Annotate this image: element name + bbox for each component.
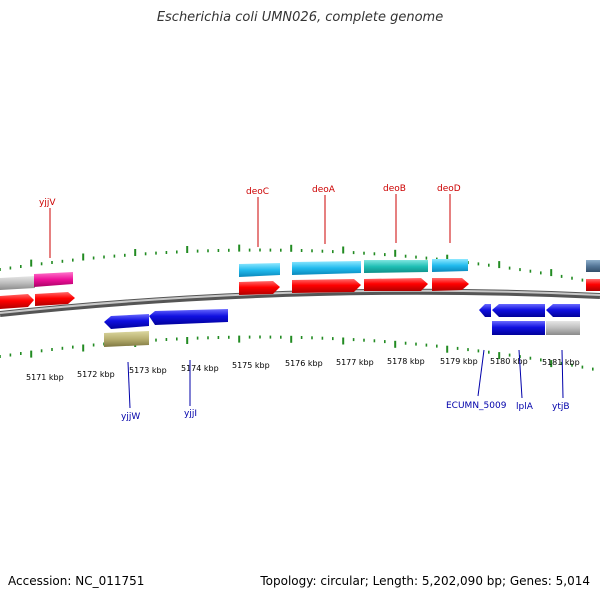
gene-label-deoC: deoC — [246, 187, 269, 197]
scale-label: 5174 kbp — [181, 364, 219, 373]
map-title: Escherichia coli UMN026, complete genome — [156, 10, 444, 25]
gene-label-deoA: deoA — [312, 185, 336, 195]
gene-label-lplA: lplA — [516, 402, 534, 412]
bottom-gene-labels: yjjW yjjI ECUMN_5009 lplA ytjB — [121, 349, 570, 422]
leader-line-lplA — [518, 349, 523, 399]
scale-label: 5175 kbp — [232, 361, 270, 370]
leader-line-ytjB — [561, 349, 564, 399]
scale-label: 5181 kbp — [542, 358, 580, 367]
scale-label: 5178 kbp — [387, 357, 425, 366]
gene-label-yjjI: yjjI — [184, 409, 197, 419]
scale-label: 5176 kbp — [285, 359, 323, 368]
cds-yjjW — [104, 314, 149, 329]
scale-labels: 5171 kbp 5172 kbp 5173 kbp 5174 kbp 5175… — [26, 357, 580, 382]
cds-forward-right — [586, 279, 600, 291]
cds-deoD — [432, 278, 469, 291]
gene-label-deoB: deoB — [383, 184, 406, 194]
feature-track-inner — [104, 321, 580, 347]
gene-label-ytjB: ytjB — [552, 402, 570, 412]
feature-lplA-rna — [492, 321, 545, 335]
cds-yjjI — [149, 309, 228, 325]
forward-cds-track — [0, 278, 600, 309]
cds-lplA — [492, 304, 545, 317]
cds-ytjB — [546, 304, 580, 317]
feature-deoB-rna — [364, 260, 428, 273]
topology-text: Topology: circular; Length: 5,202,090 bp… — [260, 574, 590, 588]
feature-track-outer — [0, 259, 600, 290]
genome-backbone — [0, 288, 600, 317]
feature-deoC-rna — [239, 263, 280, 277]
scale-label: 5179 kbp — [440, 357, 478, 366]
top-gene-labels: yjjV deoC deoA deoB deoD — [39, 184, 461, 258]
cds-ECUMN_5009 — [479, 304, 491, 317]
outer-tick-track — [0, 244, 594, 284]
cds-deoC — [239, 281, 280, 295]
gene-label-yjjW: yjjW — [121, 412, 140, 422]
reverse-cds-track — [104, 304, 580, 329]
cds-deoB — [364, 278, 428, 291]
scale-label: 5171 kbp — [26, 373, 64, 382]
leader-line-ECUMN_5009 — [477, 349, 485, 397]
feature-pink — [34, 272, 73, 287]
gene-label-deoD: deoD — [437, 184, 461, 194]
cds-deoA — [292, 279, 361, 293]
accession-text: Accession: NC_011751 — [8, 574, 145, 588]
feature-ytjB-rna — [546, 321, 580, 335]
gene-label-ECUMN_5009: ECUMN_5009 — [446, 401, 507, 411]
scale-label: 5177 kbp — [336, 358, 374, 367]
feature-deoD-rna — [432, 259, 468, 272]
cds-forward-2 — [35, 292, 75, 306]
feature-gray-left — [0, 276, 35, 290]
scale-label: 5172 kbp — [77, 370, 115, 379]
gene-label-yjjV: yjjV — [39, 198, 56, 208]
leader-line-yjjW — [127, 361, 131, 409]
cds-forward-1 — [0, 294, 34, 309]
scale-label: 5180 kbp — [490, 357, 528, 366]
feature-deoA-rna — [292, 261, 361, 275]
feature-olive — [104, 331, 149, 347]
scale-label: 5173 kbp — [129, 366, 167, 375]
feature-steel-right — [586, 260, 600, 272]
